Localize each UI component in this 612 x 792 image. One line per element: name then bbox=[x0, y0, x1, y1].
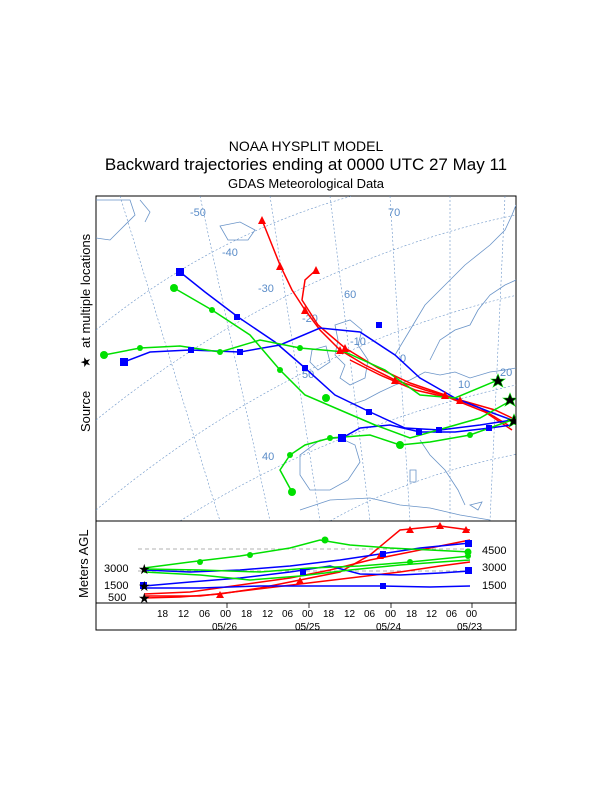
profile-lines bbox=[143, 525, 471, 599]
x-tick: 18 bbox=[241, 609, 253, 620]
x-tick: 06 bbox=[446, 609, 458, 620]
x-tick: 12 bbox=[178, 609, 190, 620]
grid-label-lon-minus10: -10 bbox=[350, 336, 366, 348]
x-tick: 00 bbox=[302, 609, 314, 620]
right-height-1500: 1500 bbox=[482, 580, 506, 592]
x-date: 05/26 bbox=[212, 622, 237, 633]
grid-label-lon-10: 10 bbox=[458, 379, 470, 391]
profile-markers-green bbox=[197, 536, 472, 565]
profile-markers-blue bbox=[140, 540, 472, 589]
trajectory-markers bbox=[100, 216, 492, 496]
green-trajectory-2 bbox=[173, 287, 513, 439]
blue-trajectory-1 bbox=[179, 271, 513, 431]
star-icon: ★ bbox=[138, 578, 151, 594]
time-axis-ticks bbox=[226, 603, 473, 608]
time-axis: 18 12 06 00 18 12 06 00 18 12 06 00 18 1… bbox=[157, 609, 482, 633]
grid-label-lon-0: 0 bbox=[400, 353, 406, 365]
start-height-1500: 1500 bbox=[104, 580, 128, 592]
source-star-icon bbox=[502, 392, 516, 407]
x-tick: 18 bbox=[406, 609, 418, 620]
map-area: -50 -40 -30 -20 -10 0 70 60 50 40 10 20 bbox=[96, 196, 516, 521]
star-icon: ★ bbox=[138, 590, 151, 606]
grid-label-lon-minus40: -40 bbox=[222, 247, 238, 259]
grid-label-lat-40: 40 bbox=[262, 451, 274, 463]
x-date: 05/23 bbox=[457, 622, 482, 633]
start-height-3000: 3000 bbox=[104, 563, 128, 575]
right-height-3000: 3000 bbox=[482, 562, 506, 574]
grid-label-lat-50: 50 bbox=[302, 369, 314, 381]
profile-frame bbox=[95, 520, 517, 604]
x-tick: 06 bbox=[282, 609, 294, 620]
right-height-4500: 4500 bbox=[482, 545, 506, 557]
x-date: 05/24 bbox=[376, 622, 401, 633]
grid-label-lon-20: 20 bbox=[500, 367, 512, 379]
model-title: NOAA HYSPLIT MODEL bbox=[228, 138, 384, 154]
grid-label-lon-minus50: -50 bbox=[190, 207, 206, 219]
red-trajectory-3 bbox=[349, 359, 513, 431]
star-icon: ★ bbox=[78, 356, 93, 368]
grid-label-lat-60: 60 bbox=[344, 289, 356, 301]
profile-ylabel: Meters AGL bbox=[76, 529, 91, 598]
x-tick: 18 bbox=[323, 609, 335, 620]
x-tick: 00 bbox=[385, 609, 397, 620]
green-trajectory-3 bbox=[279, 419, 513, 493]
x-tick: 00 bbox=[466, 609, 478, 620]
grid-label-lat-70: 70 bbox=[388, 207, 400, 219]
coastlines bbox=[96, 199, 516, 521]
x-tick: 06 bbox=[364, 609, 376, 620]
svg-text:Meters AGL: Meters AGL bbox=[76, 529, 91, 598]
x-tick: 12 bbox=[344, 609, 356, 620]
source-side-label: Source ★ at multiple locations bbox=[78, 233, 93, 432]
x-tick: 12 bbox=[426, 609, 438, 620]
side-label-locations: at multiple locations bbox=[78, 233, 93, 348]
start-height-500: 500 bbox=[108, 592, 126, 604]
source-star-icon bbox=[506, 413, 516, 428]
profile-source-stars: ★ ★ ★ bbox=[138, 561, 151, 606]
data-source-label: GDAS Meteorological Data bbox=[227, 176, 385, 191]
x-tick: 18 bbox=[157, 609, 169, 620]
chart-subtitle: Backward trajectories ending at 0000 UTC… bbox=[104, 155, 508, 174]
time-axis-frame bbox=[95, 602, 517, 631]
side-label-source: Source bbox=[78, 391, 93, 432]
star-icon: ★ bbox=[138, 561, 151, 577]
x-date: 05/25 bbox=[295, 622, 320, 633]
map-frame bbox=[95, 195, 517, 522]
x-tick: 06 bbox=[199, 609, 211, 620]
x-tick: 00 bbox=[220, 609, 232, 620]
x-tick: 12 bbox=[262, 609, 274, 620]
grid-label-lon-minus30: -30 bbox=[258, 283, 274, 295]
source-star-icon bbox=[490, 373, 506, 388]
source-stars bbox=[490, 373, 516, 428]
